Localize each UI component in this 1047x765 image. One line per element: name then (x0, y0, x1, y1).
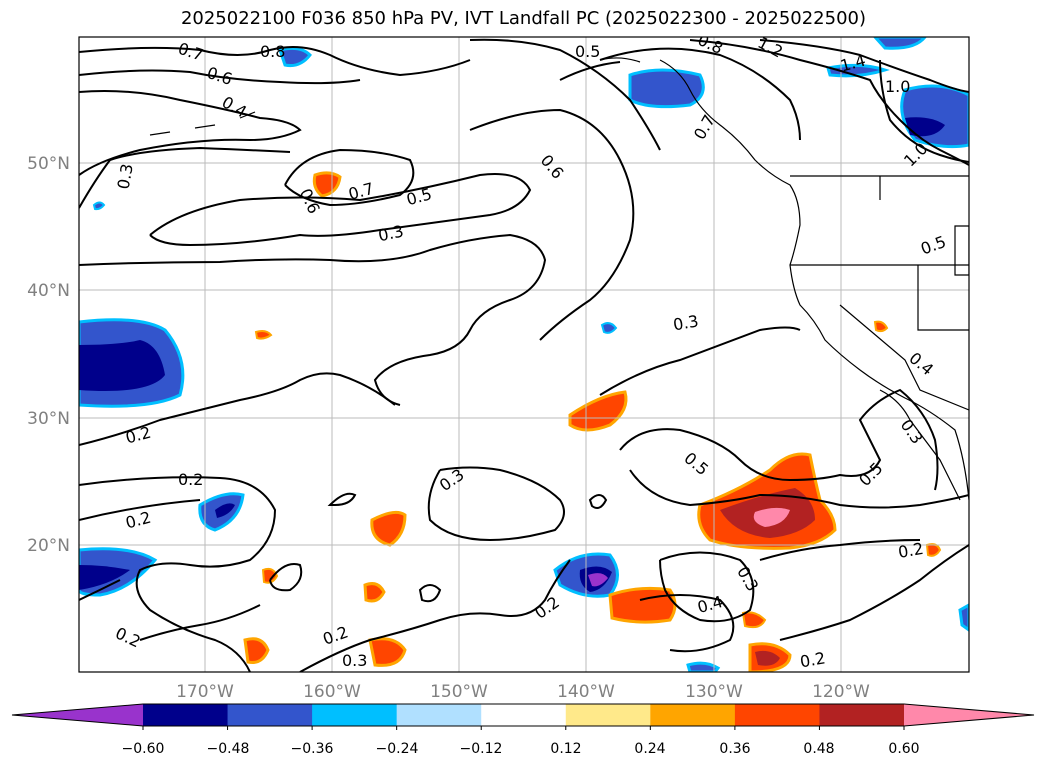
map-title: 2025022100 F036 850 hPa PV, IVT Landfall… (180, 8, 867, 29)
colorbar-tick-label: −0.60 (122, 741, 165, 757)
colorbar-segment (481, 704, 567, 726)
colorbar-segment (819, 704, 905, 726)
colorbar-tick-label: 0.24 (634, 741, 665, 757)
colorbar-segment (565, 704, 651, 726)
lat-tick-label: 30°N (27, 409, 70, 429)
colorbar-tick-label: 0.48 (803, 741, 834, 757)
lon-tick-label: 160°W (303, 682, 361, 702)
colorbar-tick-labels: −0.60 −0.48 −0.36 −0.24 −0.12 0.12 0.24 … (122, 741, 920, 757)
colorbar-tick-label: −0.48 (207, 741, 250, 757)
lon-tick-label: 170°W (176, 682, 234, 702)
colorbar-tick-label: −0.12 (460, 741, 503, 757)
contour-label: 0.8 (260, 42, 285, 61)
colorbar-segment (396, 704, 482, 726)
positive-pv-fills (243, 171, 942, 672)
contour-label: 0.2 (178, 470, 203, 489)
contour-label: 0.3 (672, 311, 700, 334)
colorbar-tick-label: −0.24 (376, 741, 419, 757)
colorbar-tick-label: 0.12 (550, 741, 581, 757)
colorbar (11, 703, 1035, 730)
lat-tick-label: 50°N (27, 154, 70, 174)
lat-axis: 50°N 40°N 30°N 20°N (27, 154, 70, 556)
colorbar-segment (312, 704, 398, 726)
lon-tick-label: 120°W (812, 682, 870, 702)
colorbar-tick-label: 0.60 (888, 741, 919, 757)
contour-label: 0.2 (897, 539, 925, 562)
contour-label: 0.2 (798, 648, 826, 671)
lon-tick-label: 150°W (430, 682, 488, 702)
colorbar-segment (650, 704, 736, 726)
lon-axis: 170°W 160°W 150°W 140°W 130°W 120°W (176, 682, 870, 702)
lat-tick-label: 40°N (27, 281, 70, 301)
contour-label: 0.3 (342, 651, 367, 670)
pv-contours (79, 38, 969, 672)
colorbar-extend-high (904, 704, 1034, 726)
colorbar-segment (734, 704, 820, 726)
lon-tick-label: 140°W (557, 682, 615, 702)
colorbar-segment (227, 704, 313, 726)
contour-label: 1.0 (885, 77, 910, 96)
map-background (79, 37, 969, 672)
lat-tick-label: 20°N (27, 536, 70, 556)
contour-label: 0.5 (575, 42, 600, 61)
contour-label: 0.3 (377, 221, 406, 245)
colorbar-tick-label: 0.36 (719, 741, 750, 757)
coastline (149, 57, 969, 501)
contour-label: 0.3 (114, 162, 137, 190)
lon-tick-label: 130°W (685, 682, 743, 702)
colorbar-extend-low (12, 704, 143, 726)
colorbar-tick-label: −0.36 (291, 741, 334, 757)
colorbar-segment (143, 704, 229, 726)
map-frame (78, 36, 970, 673)
